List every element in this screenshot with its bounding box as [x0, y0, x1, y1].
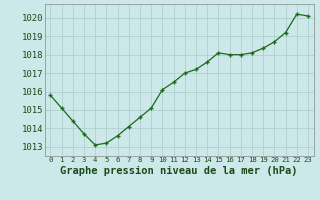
X-axis label: Graphe pression niveau de la mer (hPa): Graphe pression niveau de la mer (hPa)	[60, 166, 298, 176]
